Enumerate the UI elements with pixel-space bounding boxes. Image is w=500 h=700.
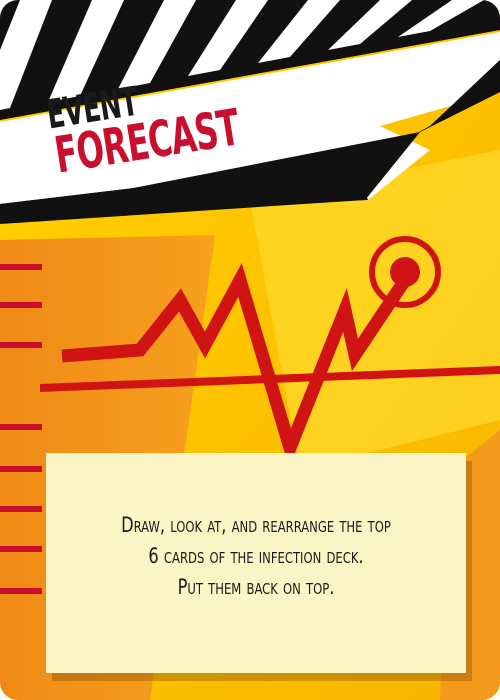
rule-text-panel: Draw, look at, and rearrange the top 6 c… — [46, 453, 466, 673]
clapperboard — [0, 0, 500, 224]
rule-text-line-1: Draw, look at, and rearrange the top — [121, 512, 391, 537]
rule-text-line-2: 6 cards of the infection deck. — [148, 543, 364, 568]
forecast-chart-graphic — [40, 236, 500, 468]
rule-text-line-3: Put them back on top. — [177, 574, 335, 599]
ruler-ticks — [0, 264, 42, 594]
rule-text: Draw, look at, and rearrange the top 6 c… — [75, 510, 436, 603]
